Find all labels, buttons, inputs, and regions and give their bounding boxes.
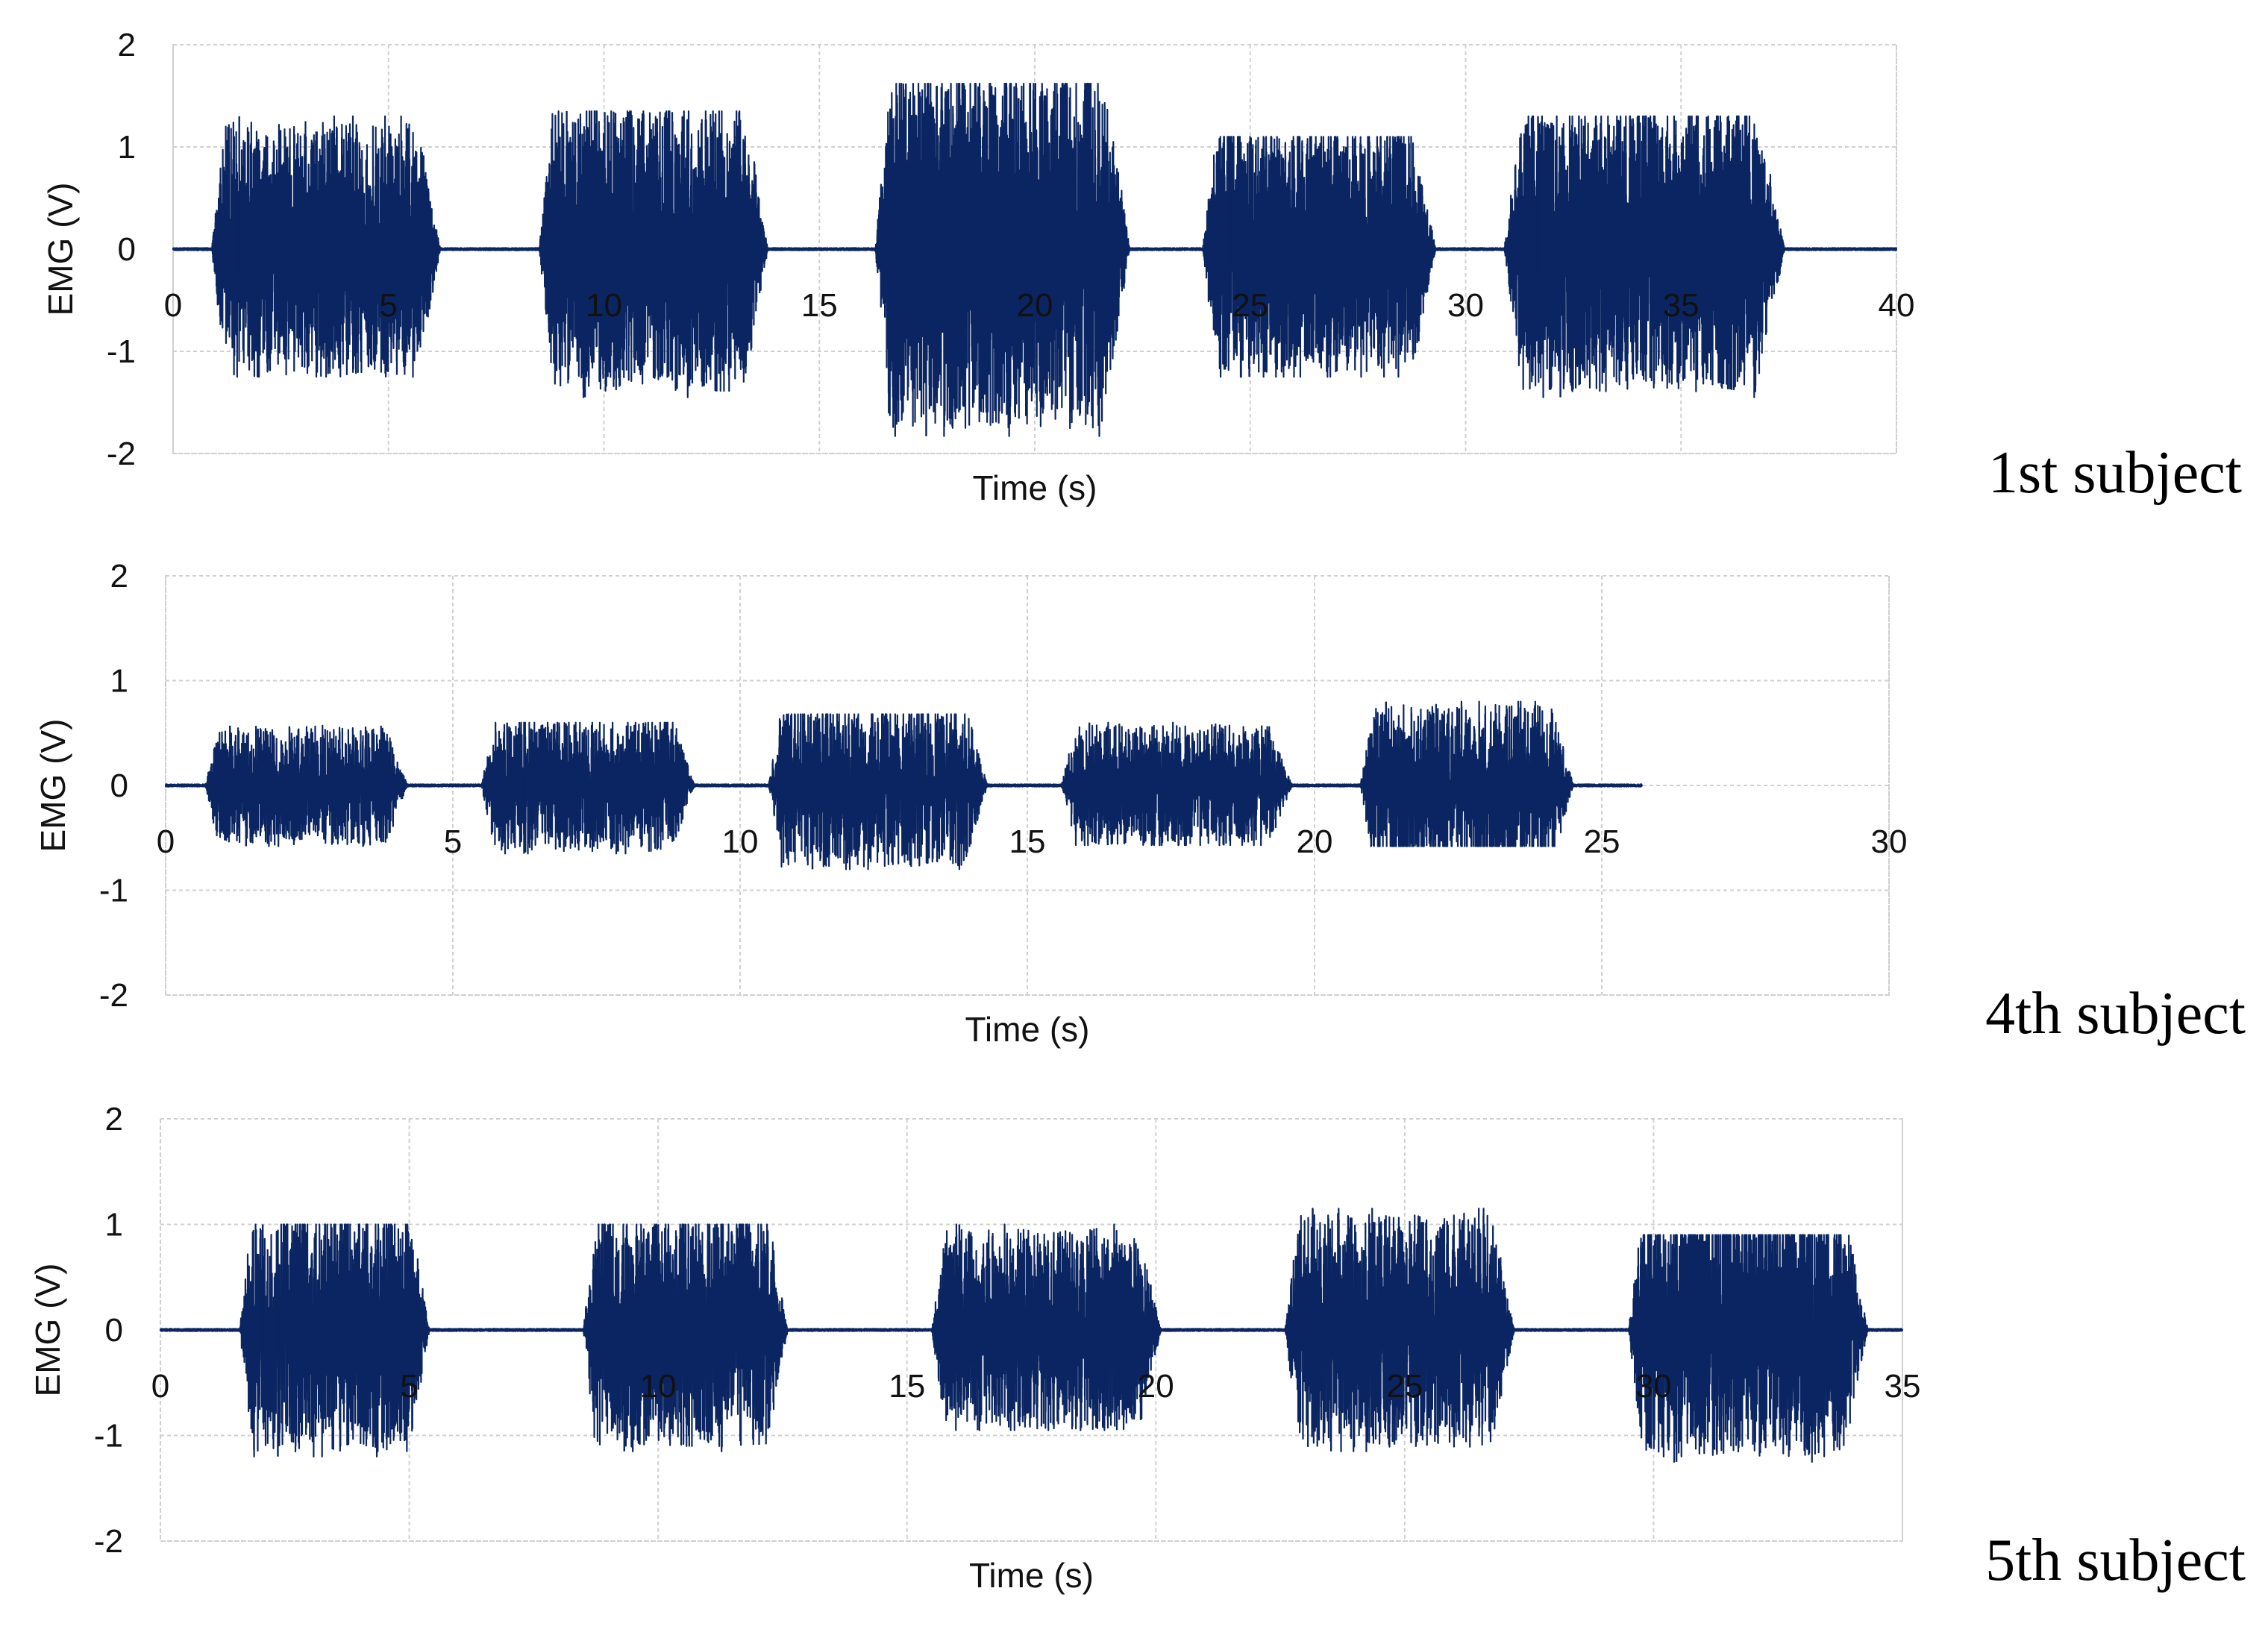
y-tick-label: -2: [99, 977, 128, 1014]
x-tick-label: 0: [157, 823, 175, 860]
x-tick-label: 25: [1386, 1368, 1423, 1405]
x-tick-label: 15: [889, 1368, 925, 1405]
y-tick-label: -2: [94, 1523, 123, 1560]
y-tick-label: 1: [110, 663, 128, 700]
x-tick-label: 20: [1017, 287, 1053, 324]
y-tick-label: 2: [110, 558, 128, 594]
x-axis-title: Time (s): [969, 1556, 1094, 1595]
emg-signal-trace: [164, 700, 1643, 870]
x-tick-label: 20: [1138, 1368, 1174, 1405]
subject-label: 4th subject: [1985, 981, 2246, 1047]
x-tick-label: 40: [1879, 287, 1915, 324]
x-tick-label: 5: [380, 287, 398, 324]
y-tick-label: -1: [94, 1418, 123, 1455]
x-tick-label: 30: [1447, 287, 1484, 324]
x-tick-label: 10: [722, 823, 759, 860]
subject-label: 5th subject: [1985, 1528, 2246, 1593]
x-tick-label: 5: [400, 1368, 418, 1405]
y-tick-label: -1: [107, 333, 136, 370]
subject-label: 1st subject: [1988, 440, 2242, 506]
y-axis-title: EMG (V): [28, 1264, 67, 1397]
x-tick-label: 30: [1635, 1368, 1672, 1405]
x-tick-label: 10: [586, 287, 622, 324]
y-tick-label: 0: [118, 231, 136, 268]
x-axis-title: Time (s): [973, 468, 1097, 507]
y-tick-label: 0: [110, 768, 128, 804]
x-tick-label: 35: [1885, 1368, 1921, 1405]
x-tick-label: 15: [1009, 823, 1046, 860]
y-tick-label: -1: [99, 873, 128, 909]
x-tick-label: 25: [1584, 823, 1620, 860]
y-tick-label: 2: [118, 27, 136, 63]
y-tick-label: 1: [105, 1207, 123, 1243]
y-tick-label: 2: [105, 1101, 123, 1138]
y-tick-label: -2: [107, 436, 136, 472]
x-tick-label: 30: [1871, 823, 1908, 860]
x-tick-label: 25: [1232, 287, 1268, 324]
x-tick-label: 0: [164, 287, 182, 324]
x-tick-label: 20: [1297, 823, 1333, 860]
emg-signal-trace: [172, 82, 1898, 437]
y-tick-label: 0: [105, 1312, 123, 1349]
y-axis-title: EMG (V): [34, 719, 72, 853]
emg-signal-trace: [159, 1208, 1904, 1463]
x-tick-label: 15: [801, 287, 838, 324]
y-axis-title: EMG (V): [41, 183, 80, 316]
x-axis-title: Time (s): [965, 1010, 1090, 1049]
x-tick-label: 10: [640, 1368, 677, 1405]
x-tick-label: 35: [1663, 287, 1700, 324]
y-tick-label: 1: [118, 129, 136, 166]
x-tick-label: 5: [444, 823, 462, 860]
x-tick-label: 0: [151, 1368, 169, 1405]
